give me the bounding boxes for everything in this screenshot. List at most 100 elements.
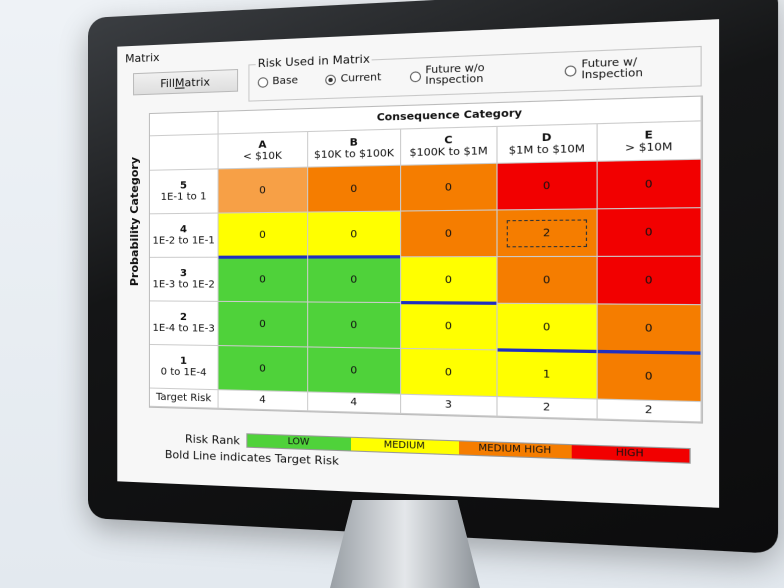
cell-value: 2	[507, 219, 587, 247]
column-header: C $100K to $1M	[401, 127, 497, 166]
matrix-cell[interactable]: 0	[401, 257, 497, 304]
matrix-cell[interactable]: 0	[598, 304, 702, 353]
target-risk-value: 3	[401, 395, 497, 417]
matrix-cell[interactable]: 0	[598, 208, 702, 257]
cell-value: 0	[350, 364, 357, 376]
risk-rank-high: HIGH	[571, 445, 689, 462]
cell-value: 0	[259, 363, 266, 375]
row-range: 1E-1 to 1	[161, 191, 207, 203]
cell-value: 0	[350, 228, 357, 240]
screen: Matrix Fill Matrix Risk Used in Matrix B…	[117, 19, 719, 508]
column-range: $100K to $1M	[410, 145, 488, 159]
risk-rank-label: Risk Rank	[185, 432, 240, 447]
cell-value: 0	[350, 319, 357, 331]
risk-rank-low: LOW	[247, 434, 351, 450]
row-number: 1	[180, 356, 187, 367]
cell-value: 0	[645, 178, 653, 190]
matrix-cell[interactable]: 0	[308, 347, 401, 394]
matrix-cell[interactable]: 0	[401, 349, 497, 397]
column-letter: E	[644, 129, 652, 141]
column-header: D $1M to $10M	[498, 124, 598, 164]
radio-button-icon	[410, 71, 421, 82]
matrix-cell[interactable]: 0	[598, 257, 702, 305]
row-range: 1E-4 to 1E-3	[153, 323, 215, 335]
cell-value: 0	[259, 318, 266, 329]
row-number: 5	[180, 180, 187, 191]
matrix-cell[interactable]: 0	[401, 210, 497, 257]
column-header: E > $10M	[598, 121, 702, 161]
radio-future-w-inspection[interactable]: Future w/ Inspection	[565, 55, 691, 82]
radio-button-icon	[565, 65, 577, 76]
target-risk-label: Target Risk	[150, 389, 219, 409]
matrix-cell[interactable]: 0	[219, 213, 309, 258]
risk-rank-medium: MEDIUM	[351, 438, 459, 455]
matrix-cell[interactable]: 0	[219, 302, 309, 348]
matrix-cell[interactable]: 0	[308, 303, 401, 349]
row-range: 1E-2 to 1E-1	[153, 235, 215, 247]
risk-used-group: Risk Used in Matrix Base Current Future w/…	[248, 46, 701, 102]
radio-button-icon	[326, 75, 337, 86]
row-range: 1E-3 to 1E-2	[153, 279, 215, 290]
cell-value: 0	[259, 274, 266, 285]
cell-value: 0	[445, 366, 452, 378]
matrix-cell[interactable]: 1	[498, 350, 598, 399]
matrix-cell[interactable]: 0	[598, 352, 702, 402]
matrix-cell[interactable]: 0	[598, 160, 702, 210]
cell-value: 0	[445, 181, 452, 193]
radio-label: Future w/ Inspection	[581, 55, 690, 81]
radio-label: Future w/o Inspection	[425, 61, 534, 87]
row-number: 2	[180, 312, 187, 323]
radio-future-w-o-inspection[interactable]: Future w/o Inspection	[410, 61, 535, 87]
cell-value: 0	[543, 321, 550, 333]
monitor: Matrix Fill Matrix Risk Used in Matrix B…	[88, 0, 778, 554]
cell-value: 0	[645, 274, 653, 286]
matrix-cell[interactable]: 0	[401, 303, 497, 350]
cell-value: 0	[445, 274, 452, 286]
cell-value: 0	[543, 180, 550, 192]
matrix-cell[interactable]: 0	[401, 164, 497, 212]
row-range: 0 to 1E-4	[161, 366, 207, 378]
target-risk-value: 2	[598, 400, 702, 423]
matrix-cell[interactable]: 2	[498, 209, 598, 257]
matrix-cell[interactable]: 0	[219, 168, 309, 214]
row-number: 3	[180, 268, 187, 279]
radio-label: Current	[341, 73, 382, 85]
target-risk-value: 2	[498, 397, 598, 419]
cell-value: 0	[645, 370, 653, 382]
corner-cell	[150, 112, 219, 136]
risk-rank-medium-high: MEDIUM HIGH	[459, 441, 572, 458]
probability-category-label: Probability Category	[128, 157, 141, 286]
column-letter: C	[444, 134, 452, 146]
fill-label-mnemonic: M	[175, 76, 185, 90]
matrix-cell[interactable]: 0	[308, 257, 401, 303]
target-risk-value: 4	[308, 392, 401, 413]
matrix-cell[interactable]: 0	[498, 304, 598, 352]
cell-value: 0	[543, 274, 550, 286]
matrix-cell[interactable]: 0	[308, 166, 401, 213]
row-header: 5 1E-1 to 1	[150, 169, 219, 214]
cell-value: 1	[543, 368, 550, 380]
matrix-cell[interactable]: 0	[498, 162, 598, 211]
row-header: 4 1E-2 to 1E-1	[150, 214, 219, 258]
radio-current[interactable]: Current	[326, 73, 382, 86]
risk-matrix: Probability Category Consequence Categor…	[149, 95, 703, 423]
target-risk-value: 4	[219, 390, 309, 411]
row-header: 2 1E-4 to 1E-3	[150, 301, 219, 346]
row-number: 4	[180, 224, 187, 235]
radio-base[interactable]: Base	[258, 76, 298, 88]
matrix-cell[interactable]: 0	[219, 258, 309, 303]
row-header: 3 1E-3 to 1E-2	[150, 258, 219, 302]
fill-label-rest: atrix	[185, 75, 211, 89]
cell-value: 0	[645, 322, 653, 334]
column-letter: A	[258, 139, 266, 151]
column-header: A < $10K	[219, 132, 309, 169]
cell-value: 0	[259, 229, 266, 240]
radio-button-icon	[258, 77, 268, 88]
matrix-cell[interactable]: 0	[308, 212, 401, 258]
fill-matrix-button[interactable]: Fill Matrix	[133, 69, 238, 95]
matrix-cell[interactable]: 0	[219, 346, 309, 392]
column-range: $10K to $100K	[314, 147, 394, 160]
cell-value: 0	[350, 274, 357, 286]
matrix-cell[interactable]: 0	[498, 257, 598, 305]
cell-value: 0	[445, 320, 452, 332]
